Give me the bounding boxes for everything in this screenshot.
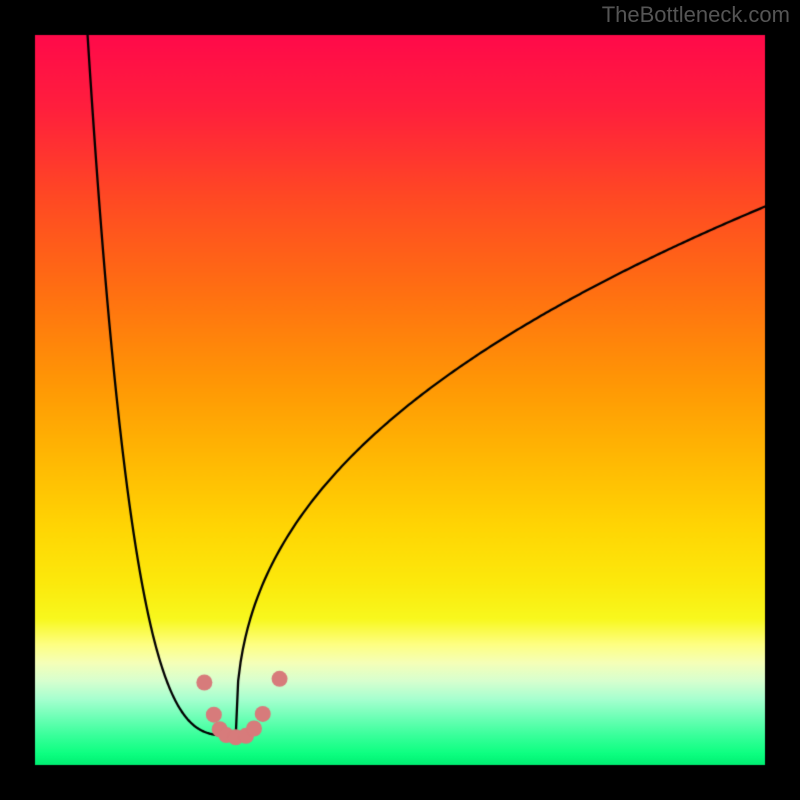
bottleneck-chart-canvas	[0, 0, 800, 800]
watermark-text: TheBottleneck.com	[602, 2, 790, 28]
chart-container: TheBottleneck.com	[0, 0, 800, 800]
